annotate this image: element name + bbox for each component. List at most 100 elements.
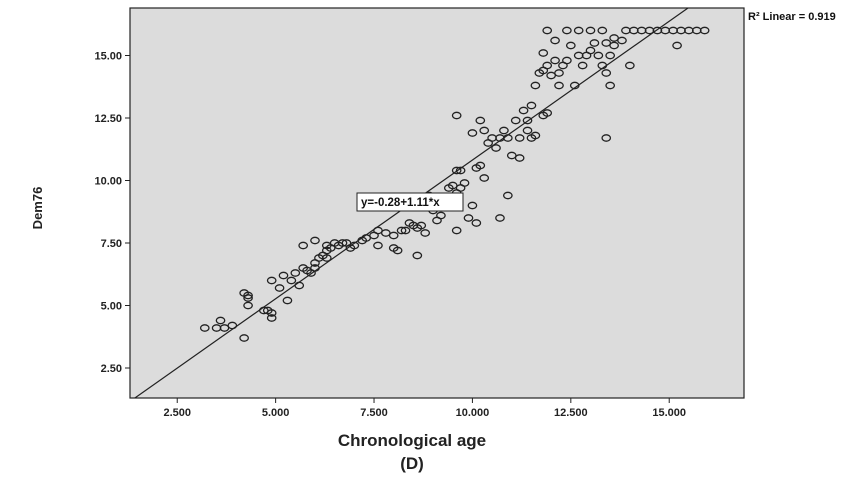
data-point	[388, 231, 399, 240]
data-point	[310, 236, 320, 245]
data-point	[542, 26, 553, 35]
x-tick-label: 10.000	[456, 407, 490, 419]
data-point	[491, 144, 501, 152]
data-point	[420, 229, 431, 237]
x-axis-subtitle: (D)	[400, 454, 424, 473]
data-point	[274, 284, 285, 292]
data-point	[550, 36, 560, 45]
data-point	[278, 271, 289, 280]
data-point	[392, 246, 403, 255]
data-point	[609, 41, 619, 50]
data-point	[337, 239, 348, 247]
y-tick-label: 12.50	[94, 113, 122, 125]
data-point	[593, 51, 604, 60]
data-point	[451, 226, 462, 235]
data-point	[215, 316, 226, 325]
y-tick-label: 7.50	[101, 238, 122, 250]
data-point	[585, 26, 596, 35]
y-tick-label: 10.00	[94, 176, 122, 188]
data-point	[290, 269, 301, 277]
data-point	[550, 56, 560, 65]
data-point	[554, 81, 564, 90]
data-point	[601, 69, 612, 77]
data-point	[562, 26, 572, 35]
equation-box	[356, 192, 464, 212]
data-point	[514, 154, 525, 162]
data-point	[526, 101, 537, 110]
x-tick-label: 7.500	[360, 407, 388, 419]
data-point	[306, 269, 316, 277]
data-point	[467, 201, 478, 210]
data-point	[542, 109, 553, 117]
data-point	[565, 41, 576, 50]
data-point	[199, 324, 210, 332]
data-point	[530, 131, 541, 140]
data-point	[585, 46, 596, 55]
y-tick-label: 2.50	[101, 363, 122, 375]
data-point	[625, 61, 635, 70]
data-point	[502, 191, 513, 200]
data-point	[463, 214, 474, 222]
r2-annotation: R² Linear = 0.919	[748, 11, 836, 23]
data-point	[451, 111, 462, 120]
data-point	[373, 241, 383, 250]
data-point	[266, 276, 277, 285]
data-point	[467, 129, 478, 137]
data-point	[479, 174, 490, 182]
data-point	[475, 116, 486, 125]
data-point	[495, 214, 505, 222]
x-tick-label: 12.500	[554, 407, 588, 419]
data-point	[605, 81, 616, 90]
data-point	[412, 251, 423, 260]
data-point	[436, 211, 446, 220]
data-point	[589, 39, 600, 47]
data-point	[455, 166, 466, 175]
data-point	[416, 221, 427, 230]
data-point	[479, 126, 490, 135]
data-point	[286, 276, 297, 285]
y-axis-title: Dem76	[30, 187, 45, 230]
data-point	[518, 106, 529, 115]
data-point	[530, 81, 541, 90]
data-point	[601, 134, 612, 142]
data-point	[538, 49, 549, 57]
x-tick-label: 2.500	[163, 407, 191, 419]
data-point	[321, 254, 332, 262]
data-point	[510, 116, 521, 125]
data-point	[554, 69, 564, 77]
data-point	[282, 296, 293, 305]
data-point	[577, 61, 588, 70]
data-point	[471, 219, 482, 227]
data-point	[522, 116, 533, 125]
data-point	[699, 26, 710, 35]
data-point	[266, 314, 277, 322]
data-point	[451, 166, 462, 175]
data-point	[298, 241, 309, 250]
data-point	[459, 179, 470, 187]
data-point	[542, 61, 553, 70]
y-tick-label: 5.00	[101, 301, 122, 313]
y-tick-label: 15.00	[94, 51, 122, 63]
data-point	[605, 51, 616, 60]
data-point	[621, 26, 631, 35]
x-tick-label: 15.000	[652, 407, 686, 419]
data-point	[617, 36, 627, 45]
data-point	[514, 134, 525, 142]
data-point	[573, 26, 584, 35]
data-point	[239, 334, 249, 342]
data-point	[562, 56, 572, 65]
data-point	[243, 291, 253, 300]
data-point	[597, 26, 608, 35]
axis-ticks: 2.500 5.000 7.500 10.000 12.500 15.000 2.50 5.0…	[94, 51, 686, 420]
data-point	[522, 126, 533, 135]
x-axis-title: Chronological age	[338, 431, 486, 450]
data-point	[475, 161, 486, 170]
data-point	[266, 309, 277, 317]
data-point	[396, 226, 407, 235]
x-tick-label: 5.000	[262, 407, 290, 419]
data-point	[400, 226, 411, 235]
data-point	[499, 126, 509, 135]
data-point	[243, 301, 253, 310]
fit-equation: y=-0.28+1.11*x	[361, 197, 440, 209]
